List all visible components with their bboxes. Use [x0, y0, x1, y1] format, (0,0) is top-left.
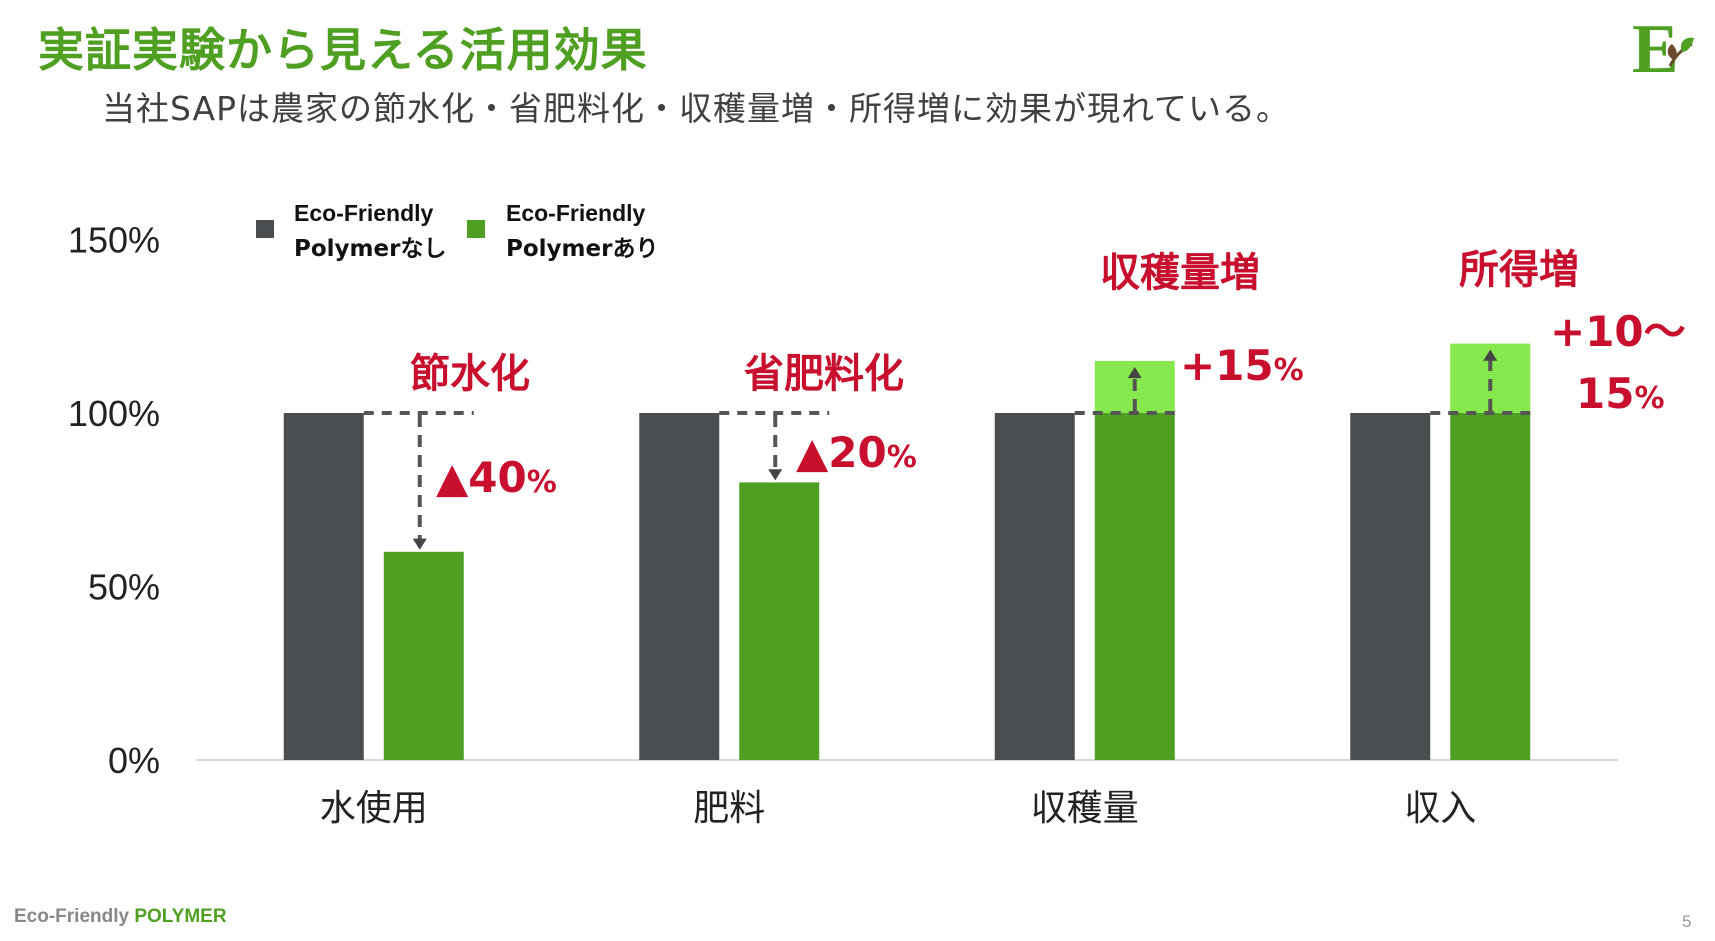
annotation-change-line2: 15%	[1576, 369, 1665, 418]
annotation-change: +10～	[1550, 307, 1686, 356]
bar-without-polymer	[639, 413, 720, 760]
legend-label-line1: Eco-Friendly	[506, 200, 646, 226]
annotation-heading: 収穫量増	[1100, 250, 1260, 296]
x-category-label: 収入	[1404, 788, 1476, 829]
x-category-label: 収穫量	[1031, 788, 1139, 829]
footer-brand-accent: POLYMER	[134, 906, 227, 927]
legend-label-line1: Eco-Friendly	[294, 200, 434, 226]
x-category-label: 肥料	[693, 788, 765, 829]
bar-with-polymer	[383, 551, 464, 760]
footer-brand-prefix: Eco-Friendly	[14, 906, 135, 927]
company-logo: E	[1632, 14, 1694, 78]
annotation-heading: 節水化	[410, 351, 530, 397]
x-category-label: 水使用	[320, 788, 428, 829]
bar-without-polymer	[283, 413, 364, 760]
arrow-down-icon	[412, 538, 427, 550]
bar-without-polymer	[1350, 413, 1431, 760]
bar-with-polymer	[1094, 413, 1175, 760]
bar-chart: 0% 50% 100% 150% 水使用 肥料 収穫量 収入 節水化 ▲40% 省肥料化 ▲20% 収穫…	[68, 200, 1686, 829]
bar-without-polymer	[994, 413, 1075, 760]
bar-with-polymer	[1450, 413, 1531, 760]
legend-label-line2: Polymerあり	[506, 236, 658, 262]
y-tick-label: 0%	[108, 740, 160, 781]
leaf-icon	[1680, 37, 1694, 52]
page-number: 5	[1682, 912, 1692, 931]
y-tick-label: 100%	[68, 393, 160, 434]
legend-label-line2: Polymerなし	[294, 236, 446, 262]
annotation-change: +15%	[1180, 341, 1304, 390]
legend-swatch	[256, 220, 274, 238]
bar-with-polymer	[739, 482, 820, 760]
y-tick-label: 150%	[68, 220, 160, 261]
annotation-change: ▲40%	[436, 453, 557, 502]
slide-subtitle: 当社SAPは農家の節水化・省肥料化・収穫量増・所得増に効果が現れている。	[102, 89, 1291, 128]
y-tick-label: 50%	[88, 567, 160, 608]
arrow-up-icon	[1483, 349, 1498, 361]
annotation-heading: 省肥料化	[744, 351, 904, 397]
footer-brand: Eco-Friendly POLYMER	[14, 906, 227, 928]
arrow-up-icon	[1127, 366, 1142, 379]
leaf-icon	[1667, 44, 1677, 60]
annotation-change: ▲20%	[796, 428, 917, 477]
slide-title: 実証実験から見える活用効果	[38, 23, 648, 77]
arrow-down-icon	[768, 469, 783, 481]
annotation-heading: 所得増	[1459, 247, 1579, 293]
legend-swatch	[467, 220, 485, 238]
